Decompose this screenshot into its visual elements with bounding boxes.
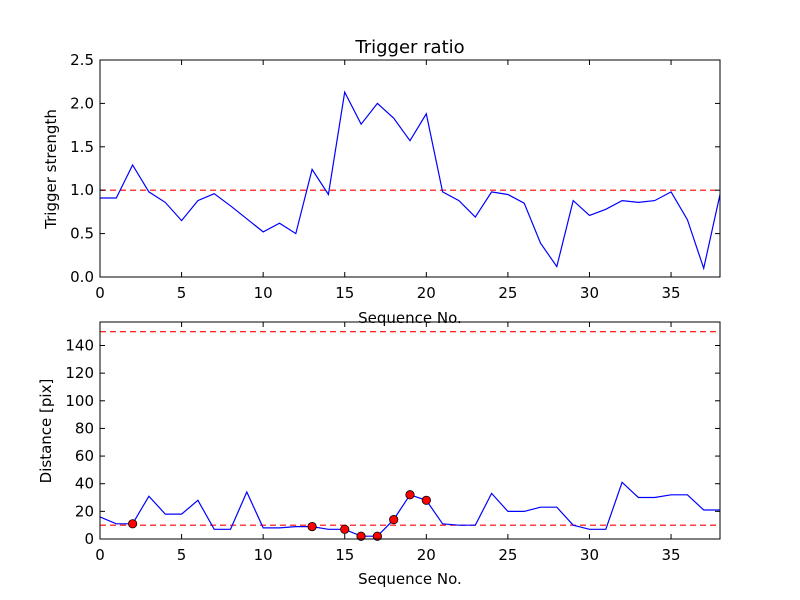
y-tick-label: 60 — [75, 447, 94, 465]
x-tick-label: 10 — [254, 284, 273, 302]
highlight-point — [372, 531, 382, 541]
x-tick-label: 5 — [177, 284, 187, 302]
y-axis-label: Trigger strength — [42, 109, 60, 230]
x-tick-label: 35 — [662, 546, 681, 564]
axes-frame — [99, 321, 721, 540]
chart-title: Trigger ratio — [354, 37, 464, 58]
y-tick-label: 1.0 — [70, 181, 94, 199]
series-line — [100, 90, 721, 271]
y-tick-label: 0 — [84, 530, 94, 548]
y-axis-label: Distance [pix] — [37, 379, 55, 484]
x-tick-label: 15 — [335, 284, 354, 302]
y-tick-label: 2.5 — [70, 51, 94, 69]
x-tick-label: 15 — [335, 546, 354, 564]
y-tick-label: 0.5 — [70, 225, 94, 243]
x-tick-label: 25 — [498, 546, 517, 564]
x-tick-label: 10 — [254, 546, 273, 564]
x-tick-label: 5 — [177, 546, 187, 564]
x-tick-label: 35 — [662, 284, 681, 302]
highlight-point — [405, 490, 415, 500]
x-tick-label: 20 — [417, 546, 436, 564]
highlight-point — [340, 524, 350, 534]
y-tick-label: 120 — [65, 364, 94, 382]
highlight-point — [307, 521, 317, 532]
x-axis-label: Sequence No. — [358, 309, 462, 327]
highlight-point — [389, 515, 399, 525]
x-tick-label: 0 — [95, 284, 105, 302]
highlight-point — [421, 495, 431, 505]
y-tick-label: 0.0 — [70, 268, 94, 286]
distance-plot: Sequence No. Distance [pix] 0 5 10 15 20 25 30… — [37, 321, 721, 588]
x-axis-label: Sequence No. — [358, 570, 462, 588]
x-tick-label: 30 — [580, 546, 599, 564]
y-tick-label: 80 — [75, 419, 94, 437]
y-tick-label: 40 — [75, 475, 94, 493]
x-tick-label: 25 — [498, 284, 517, 302]
axes-frame — [99, 59, 721, 278]
y-tick-label: 140 — [65, 336, 94, 354]
x-tick-label: 30 — [580, 284, 599, 302]
x-tick-label: 0 — [95, 546, 105, 564]
y-tick-label: 20 — [75, 502, 94, 520]
x-tick-label: 20 — [417, 284, 436, 302]
y-tick-label: 2.0 — [70, 94, 94, 112]
y-tick-label: 100 — [65, 392, 94, 410]
trigger-ratio-plot: Trigger ratio Sequence No. Trigger stren… — [42, 37, 721, 327]
highlight-point — [356, 531, 366, 541]
y-tick-label: 1.5 — [70, 138, 94, 156]
highlight-point — [128, 519, 138, 529]
